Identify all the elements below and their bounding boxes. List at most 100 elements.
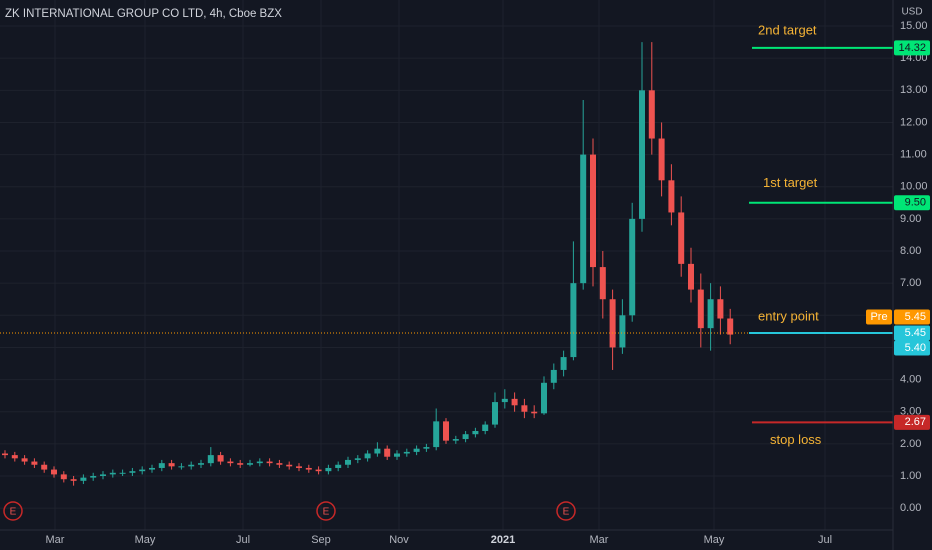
candle-body <box>149 467 155 470</box>
candle-body <box>501 398 508 403</box>
candle-body <box>580 154 587 284</box>
x-tick-label: Mar <box>46 534 65 546</box>
candle-body <box>668 180 675 213</box>
level-text: 2nd target <box>758 22 817 37</box>
price-badge-label: 5.45 <box>905 327 926 339</box>
candle-body <box>21 458 28 462</box>
candle-body <box>727 318 734 335</box>
currency: USD <box>901 7 922 18</box>
candle-body <box>2 453 8 456</box>
candle-body <box>178 466 185 468</box>
candle-body <box>697 289 704 329</box>
y-tick-label: 11.00 <box>900 149 927 161</box>
x-tick-label: May <box>135 534 156 546</box>
candle-body <box>531 411 538 414</box>
candle-body <box>511 398 518 406</box>
badge-tag: Pre <box>870 311 887 323</box>
y-tick-label: 4.00 <box>900 373 921 385</box>
candle-body <box>619 315 626 348</box>
y-tick-label: 15.00 <box>900 20 928 32</box>
candle-body <box>276 463 283 465</box>
y-tick-label: 1.00 <box>900 470 921 482</box>
candle-body <box>325 467 332 472</box>
x-tick-label: Nov <box>389 534 409 546</box>
candle-body <box>384 448 391 457</box>
chart-title: ZK INTERNATIONAL GROUP CO LTD, 4h, Cboe … <box>5 8 282 20</box>
candle-body <box>570 283 577 358</box>
candle-body <box>658 138 665 181</box>
candle-body <box>629 218 636 316</box>
y-tick-label: 9.00 <box>900 213 921 225</box>
plot <box>0 42 893 486</box>
candle-body <box>492 402 498 425</box>
x-tick-label: Sep <box>311 534 331 546</box>
candle-body <box>472 431 479 435</box>
level-text: 1st target <box>763 175 818 190</box>
candle-body <box>462 434 469 440</box>
candle-body <box>51 469 57 475</box>
price-badge <box>894 340 930 356</box>
candle-body <box>256 461 263 464</box>
candle-body <box>247 463 253 465</box>
candle-body <box>452 439 459 441</box>
candle-body <box>639 90 645 219</box>
candle-body <box>315 469 322 472</box>
candle-body <box>198 463 204 465</box>
candle-body <box>599 267 606 300</box>
candle-body <box>70 479 77 481</box>
candle-body <box>403 451 410 454</box>
y-tick-label: 2.00 <box>900 438 921 450</box>
level-badge <box>894 195 930 211</box>
candle-body <box>433 421 440 448</box>
candle-body <box>423 447 430 449</box>
level-badge-label: 14.32 <box>898 42 926 54</box>
y-tick-label: 0.00 <box>900 502 921 514</box>
candle-body <box>188 464 195 467</box>
candle-body <box>129 471 136 473</box>
price-badge-label: 5.40 <box>905 342 926 354</box>
grid <box>0 0 893 530</box>
level-badge <box>894 414 930 430</box>
candle-body <box>158 463 165 468</box>
candle-body <box>100 474 106 477</box>
event-label: E <box>10 507 17 518</box>
level-badge-label: 9.50 <box>905 197 926 209</box>
event-marker <box>556 501 576 521</box>
candle-body <box>678 212 685 264</box>
y-tick-label: 7.00 <box>900 277 921 289</box>
x-tick-label: Mar <box>590 534 609 546</box>
candle-body <box>227 461 234 464</box>
candle-body <box>237 463 244 465</box>
candle-body <box>521 405 528 412</box>
candle-body <box>717 299 724 319</box>
candle-body <box>41 464 48 470</box>
price-badge <box>894 325 930 341</box>
candle-body <box>364 453 371 459</box>
x-tick-label: Jul <box>236 534 250 546</box>
candle-body <box>374 448 381 454</box>
candle-body <box>335 464 342 468</box>
level-text: entry point <box>758 308 819 323</box>
candle-body <box>707 299 714 329</box>
x-tick-label: May <box>704 534 725 546</box>
y-tick-label: 12.00 <box>900 116 928 128</box>
candle-body <box>550 369 557 383</box>
candle-body <box>207 455 214 464</box>
price-badge-label: 5.45 <box>905 311 926 323</box>
candle-body <box>648 90 655 139</box>
candle-body <box>11 455 18 459</box>
event-label: E <box>563 507 570 518</box>
overlay: 0.001.002.003.004.005.006.007.008.009.00… <box>3 20 930 546</box>
y-tick-label: 3.00 <box>900 406 921 418</box>
badge-tag-bg <box>866 309 892 325</box>
candle-body <box>413 448 420 452</box>
candle-body <box>90 476 97 478</box>
y-tick-label: 13.00 <box>900 84 928 96</box>
candle-body <box>482 424 489 432</box>
candle-body <box>286 464 293 467</box>
candle-body <box>590 154 596 268</box>
level-text: stop loss <box>770 432 822 447</box>
candle-body <box>394 453 400 457</box>
